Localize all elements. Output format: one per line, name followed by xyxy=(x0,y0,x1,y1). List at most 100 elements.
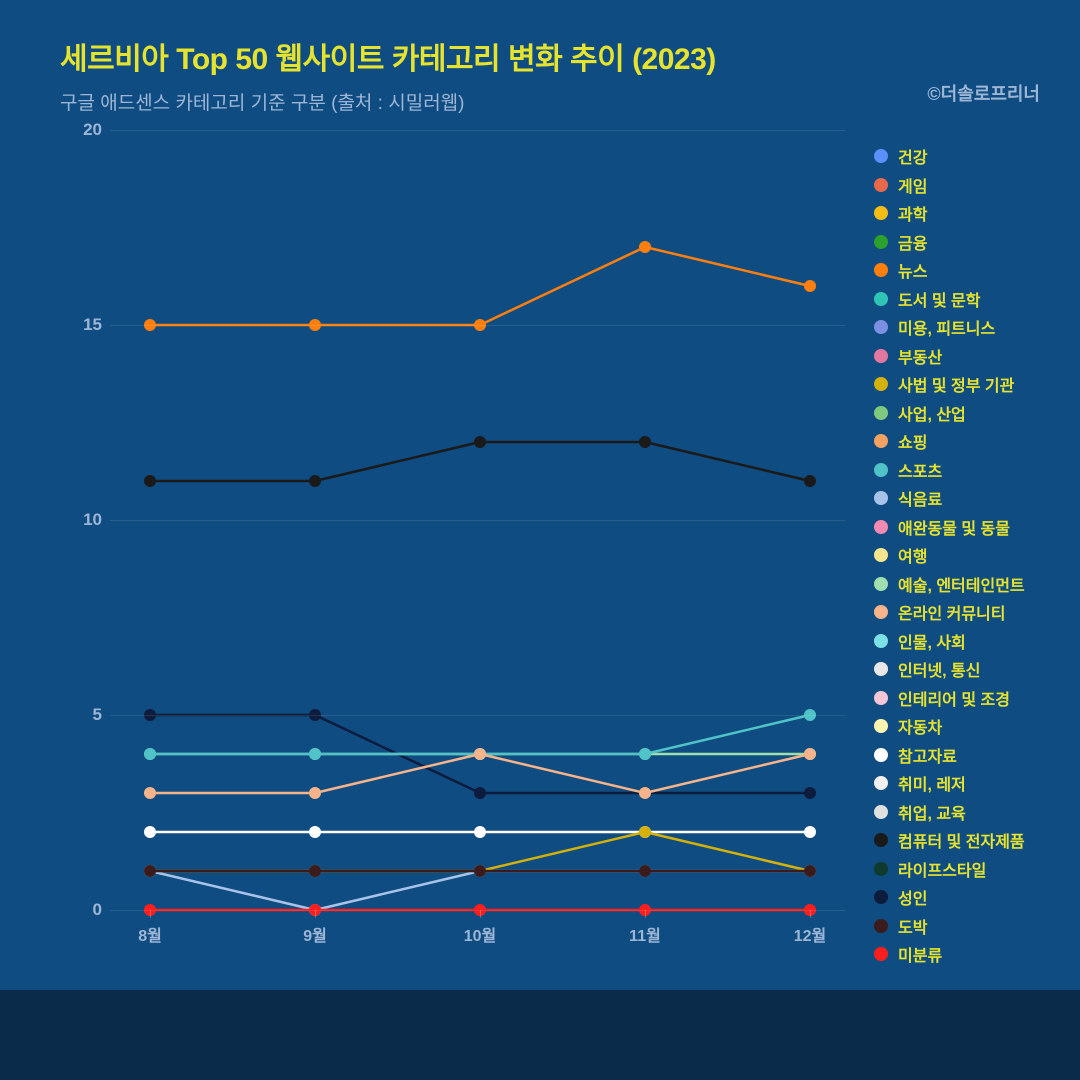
legend-swatch xyxy=(874,178,888,192)
series-marker xyxy=(144,475,156,487)
legend: 건강게임과학금융뉴스도서 및 문학미용, 피트니스부동산사법 및 정부 기관사업… xyxy=(874,142,1054,969)
legend-label: 참고자료 xyxy=(898,743,957,767)
legend-swatch xyxy=(874,862,888,876)
series-marker xyxy=(639,241,651,253)
series-marker xyxy=(309,475,321,487)
series-marker xyxy=(804,826,816,838)
legend-label: 식음료 xyxy=(898,486,942,510)
legend-label: 금융 xyxy=(898,230,927,254)
series-marker xyxy=(144,787,156,799)
y-axis-label: 20 xyxy=(70,120,102,140)
legend-swatch xyxy=(874,520,888,534)
series-line xyxy=(150,247,810,325)
x-axis-label: 9월 xyxy=(303,922,327,946)
legend-item[interactable]: 애완동물 및 동물 xyxy=(874,513,1054,542)
series-marker xyxy=(144,748,156,760)
legend-swatch xyxy=(874,748,888,762)
x-tick xyxy=(480,910,481,918)
legend-label: 라이프스타일 xyxy=(898,857,986,881)
legend-swatch xyxy=(874,947,888,961)
x-axis-label: 10월 xyxy=(464,922,497,946)
legend-label: 미분류 xyxy=(898,942,942,966)
legend-label: 취업, 교육 xyxy=(898,800,966,824)
legend-swatch xyxy=(874,691,888,705)
legend-label: 쇼핑 xyxy=(898,429,927,453)
legend-swatch xyxy=(874,805,888,819)
legend-item[interactable]: 자동차 xyxy=(874,712,1054,741)
x-axis-label: 8월 xyxy=(138,922,162,946)
legend-label: 애완동물 및 동물 xyxy=(898,515,1010,539)
y-axis-label: 5 xyxy=(70,705,102,725)
legend-item[interactable]: 식음료 xyxy=(874,484,1054,513)
legend-swatch xyxy=(874,662,888,676)
legend-item[interactable]: 인테리어 및 조경 xyxy=(874,684,1054,713)
legend-swatch xyxy=(874,406,888,420)
legend-label: 성인 xyxy=(898,885,927,909)
legend-item[interactable]: 예술, 엔터테인먼트 xyxy=(874,570,1054,599)
legend-item[interactable]: 쇼핑 xyxy=(874,427,1054,456)
legend-item[interactable]: 과학 xyxy=(874,199,1054,228)
series-marker xyxy=(804,865,816,877)
legend-label: 도박 xyxy=(898,914,927,938)
legend-label: 스포츠 xyxy=(898,458,942,482)
x-tick xyxy=(810,910,811,918)
series-marker xyxy=(309,826,321,838)
legend-item[interactable]: 스포츠 xyxy=(874,456,1054,485)
legend-label: 인테리어 및 조경 xyxy=(898,686,1010,710)
series-marker xyxy=(474,787,486,799)
legend-item[interactable]: 여행 xyxy=(874,541,1054,570)
legend-item[interactable]: 인터넷, 통신 xyxy=(874,655,1054,684)
legend-item[interactable]: 사업, 산업 xyxy=(874,399,1054,428)
legend-item[interactable]: 취미, 레저 xyxy=(874,769,1054,798)
series-marker xyxy=(144,826,156,838)
legend-label: 과학 xyxy=(898,201,927,225)
legend-label: 컴퓨터 및 전자제품 xyxy=(898,828,1025,852)
series-marker xyxy=(804,787,816,799)
legend-item[interactable]: 뉴스 xyxy=(874,256,1054,285)
legend-item[interactable]: 사법 및 정부 기관 xyxy=(874,370,1054,399)
series-marker xyxy=(309,865,321,877)
legend-swatch xyxy=(874,634,888,648)
legend-item[interactable]: 부동산 xyxy=(874,342,1054,371)
series-marker xyxy=(474,826,486,838)
x-axis-label: 11월 xyxy=(629,922,661,946)
legend-item[interactable]: 미분류 xyxy=(874,940,1054,969)
series-marker xyxy=(639,787,651,799)
legend-label: 도서 및 문학 xyxy=(898,287,981,311)
series-marker xyxy=(144,865,156,877)
chart-title: 세르비아 Top 50 웹사이트 카테고리 변화 추이 (2023) xyxy=(60,34,1040,78)
plot-region: 051015208월9월10월11월12월 xyxy=(110,130,845,910)
legend-item[interactable]: 도박 xyxy=(874,912,1054,941)
series-marker xyxy=(309,787,321,799)
gridline xyxy=(110,325,845,326)
legend-item[interactable]: 참고자료 xyxy=(874,741,1054,770)
legend-item[interactable]: 취업, 교육 xyxy=(874,798,1054,827)
y-axis-label: 10 xyxy=(70,510,102,530)
series-marker xyxy=(804,475,816,487)
legend-item[interactable]: 도서 및 문학 xyxy=(874,285,1054,314)
legend-item[interactable]: 게임 xyxy=(874,171,1054,200)
legend-item[interactable]: 금융 xyxy=(874,228,1054,257)
legend-item[interactable]: 성인 xyxy=(874,883,1054,912)
legend-swatch xyxy=(874,776,888,790)
legend-item[interactable]: 건강 xyxy=(874,142,1054,171)
legend-swatch xyxy=(874,548,888,562)
legend-swatch xyxy=(874,292,888,306)
legend-swatch xyxy=(874,349,888,363)
legend-swatch xyxy=(874,235,888,249)
series-marker xyxy=(474,748,486,760)
legend-label: 사법 및 정부 기관 xyxy=(898,372,1014,396)
legend-item[interactable]: 인물, 사회 xyxy=(874,627,1054,656)
legend-swatch xyxy=(874,577,888,591)
credit-label: ©더솔로프리너 xyxy=(927,80,1040,106)
legend-swatch xyxy=(874,605,888,619)
legend-item[interactable]: 컴퓨터 및 전자제품 xyxy=(874,826,1054,855)
legend-item[interactable]: 라이프스타일 xyxy=(874,855,1054,884)
legend-item[interactable]: 미용, 피트니스 xyxy=(874,313,1054,342)
legend-item[interactable]: 온라인 커뮤니티 xyxy=(874,598,1054,627)
legend-label: 게임 xyxy=(898,173,927,197)
series-marker xyxy=(639,436,651,448)
chart-area: 051015208월9월10월11월12월 xyxy=(60,130,845,950)
gridline xyxy=(110,520,845,521)
legend-swatch xyxy=(874,149,888,163)
